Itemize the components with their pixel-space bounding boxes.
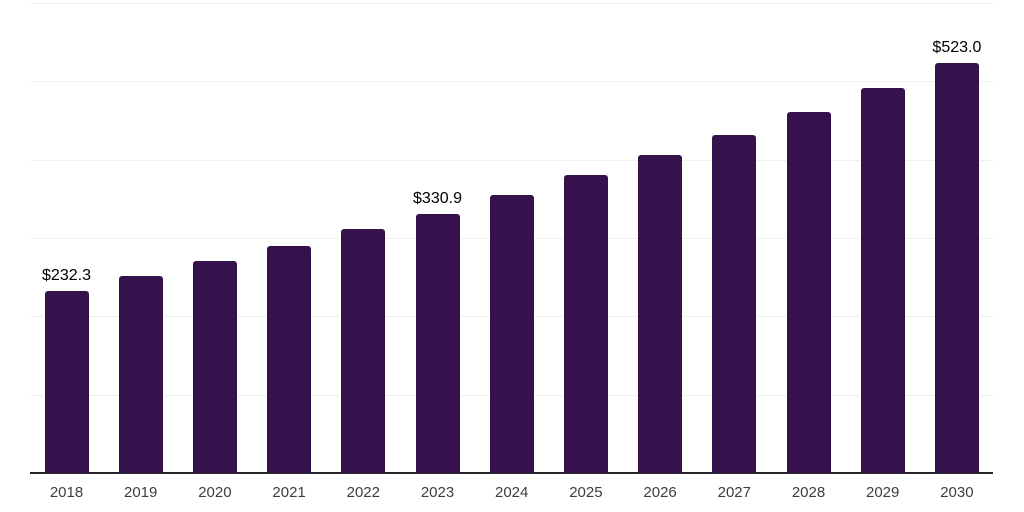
bar-2028 — [786, 111, 831, 473]
bar-2030 — [934, 63, 979, 473]
bar-2029 — [860, 87, 905, 473]
bar-value-label-2018: $232.3 — [42, 267, 91, 285]
bar-2021 — [267, 245, 312, 473]
x-tick-label-2024: 2024 — [495, 484, 529, 501]
bar-2018 — [44, 291, 89, 473]
bar-2024 — [489, 194, 534, 473]
x-tick-label-2020: 2020 — [198, 484, 232, 501]
x-tick-label-2023: 2023 — [420, 484, 455, 501]
x-tick-label-2028: 2028 — [791, 484, 826, 501]
bar-value-label-2023: $330.9 — [413, 189, 462, 207]
x-tick-label-2029: 2029 — [866, 484, 900, 501]
gridline-500 — [30, 81, 993, 83]
bar-2019 — [118, 276, 163, 473]
x-tick-label-2021: 2021 — [272, 484, 306, 501]
bar-2026 — [638, 154, 683, 473]
gridline-400 — [30, 159, 993, 161]
bar-2027 — [712, 134, 757, 473]
bar-value-label-2030: $523.0 — [932, 39, 982, 57]
bar-2023 — [415, 213, 460, 473]
x-tick-label-2022: 2022 — [346, 484, 380, 501]
bar-2025 — [563, 175, 608, 473]
x-tick-label-2019: 2019 — [124, 484, 158, 501]
x-axis-line — [30, 472, 993, 474]
x-tick-label-2018: 2018 — [49, 484, 84, 501]
bar-2022 — [341, 229, 386, 473]
x-tick-label-2027: 2027 — [717, 484, 751, 501]
gridline-600 — [30, 3, 993, 4]
x-tick-label-2030: 2030 — [940, 484, 974, 501]
x-tick-label-2025: 2025 — [569, 484, 603, 501]
x-tick-label-2026: 2026 — [643, 484, 677, 501]
bar-2020 — [192, 261, 237, 473]
